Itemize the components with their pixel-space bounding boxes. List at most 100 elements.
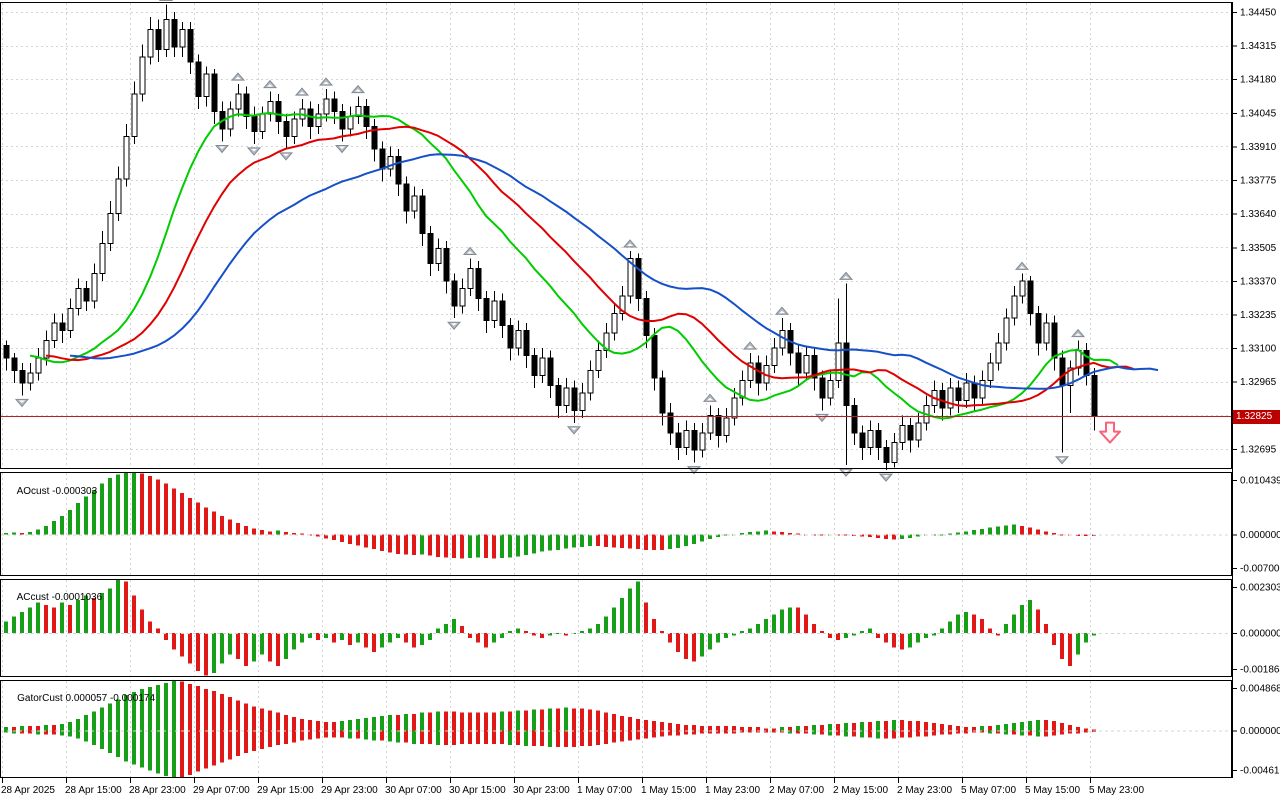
histogram-bar <box>188 497 192 535</box>
histogram-bar <box>20 611 24 634</box>
candle <box>835 298 842 388</box>
histogram-bar <box>636 534 640 550</box>
histogram-bar <box>908 730 912 738</box>
histogram-bar <box>524 710 528 731</box>
price-axis[interactable]: 1.34450 1.34315 1.34180 1.34045 1.33910 1.337… <box>1232 2 1277 778</box>
histogram-bar <box>1052 533 1056 535</box>
histogram-bar <box>460 534 464 559</box>
histogram-bar <box>164 633 168 641</box>
histogram-bar <box>740 727 744 731</box>
histogram-bar <box>1076 730 1080 734</box>
histogram-bar <box>316 633 320 641</box>
time-axis[interactable]: 28 Apr 2025 28 Apr 15:00 28 Apr 23:00 29 Ap… <box>1 778 1144 796</box>
time-tick-label: 30 Apr 23:00 <box>513 785 570 796</box>
histogram-bar <box>76 600 80 634</box>
histogram-bar <box>260 730 264 749</box>
histogram-bar <box>484 712 488 731</box>
candle <box>675 422 682 461</box>
histogram-bar <box>116 730 120 758</box>
histogram-bar <box>300 533 304 535</box>
histogram-bar <box>940 534 944 536</box>
candle <box>291 111 298 144</box>
histogram-bar <box>36 726 40 731</box>
histogram-bar <box>28 726 32 731</box>
histogram-bar <box>484 534 488 559</box>
candle <box>891 432 898 468</box>
histogram-bar <box>444 623 448 634</box>
histogram-bar <box>500 711 504 731</box>
histogram-bar <box>716 726 720 731</box>
histogram-bar <box>772 614 776 634</box>
histogram-bar <box>700 726 704 731</box>
histogram-bar <box>828 730 832 736</box>
histogram-bar <box>748 628 752 634</box>
histogram-bar <box>892 633 896 648</box>
histogram-bar <box>324 730 328 738</box>
histogram-bar <box>524 534 528 556</box>
candle <box>1027 275 1034 326</box>
histogram-bar <box>980 619 984 634</box>
histogram-bar <box>244 730 248 754</box>
histogram-bar <box>892 534 896 540</box>
histogram-bar <box>500 534 504 559</box>
histogram-bar <box>188 683 192 731</box>
time-tick-label: 1 May 07:00 <box>577 785 632 796</box>
histogram-bar <box>564 730 568 747</box>
histogram-bar <box>172 488 176 535</box>
histogram-bar <box>876 730 880 739</box>
histogram-bar <box>708 726 712 731</box>
histogram-bar <box>20 730 24 734</box>
histogram-bar <box>572 708 576 731</box>
histogram-bar <box>340 721 344 731</box>
candle <box>283 114 290 149</box>
histogram-bar <box>580 630 584 634</box>
candle <box>267 91 274 122</box>
histogram-bar <box>180 493 184 535</box>
histogram-bar <box>1076 633 1080 655</box>
histogram-bar <box>580 708 584 731</box>
histogram-bar <box>124 472 128 535</box>
histogram-bar <box>140 609 144 634</box>
histogram-bar <box>860 730 864 738</box>
histogram-bar <box>748 727 752 731</box>
histogram-bar <box>212 633 216 674</box>
histogram-bar <box>812 623 816 634</box>
histogram-bar <box>244 525 248 535</box>
histogram-bar <box>236 730 240 757</box>
histogram-bar <box>996 730 1000 734</box>
histogram-bar <box>12 532 16 535</box>
histogram-bar <box>948 621 952 634</box>
candle <box>947 377 954 416</box>
candle <box>955 380 962 413</box>
histogram-bar <box>260 633 264 655</box>
candle <box>3 340 10 371</box>
histogram-bar <box>948 725 952 731</box>
candle <box>795 345 802 386</box>
indicator-label-aocust: AOcust -0.000303 <box>6 475 98 508</box>
candle <box>155 19 162 62</box>
histogram-bar <box>692 633 696 662</box>
candle <box>707 405 714 441</box>
histogram-bar <box>492 534 496 559</box>
histogram-bar <box>996 633 1000 636</box>
histogram-bar <box>68 604 72 634</box>
histogram-bar <box>1084 633 1088 643</box>
histogram-bar <box>124 730 128 762</box>
histogram-bar <box>356 718 360 731</box>
histogram-bar <box>4 730 8 733</box>
histogram-bar <box>540 633 544 638</box>
histogram-bar <box>492 730 496 744</box>
histogram-bar <box>1020 525 1024 535</box>
histogram-bar <box>764 730 768 733</box>
histogram-bar <box>508 630 512 634</box>
histogram-bar <box>1092 729 1096 731</box>
histogram-bar <box>1044 531 1048 535</box>
indicator-name: AOcust <box>16 486 50 497</box>
histogram-bar <box>92 711 96 731</box>
histogram-bar <box>172 633 176 650</box>
histogram-bar <box>316 730 320 739</box>
fractal-up-icon <box>1014 261 1030 270</box>
histogram-bar <box>340 534 344 543</box>
histogram-bar <box>548 534 552 551</box>
